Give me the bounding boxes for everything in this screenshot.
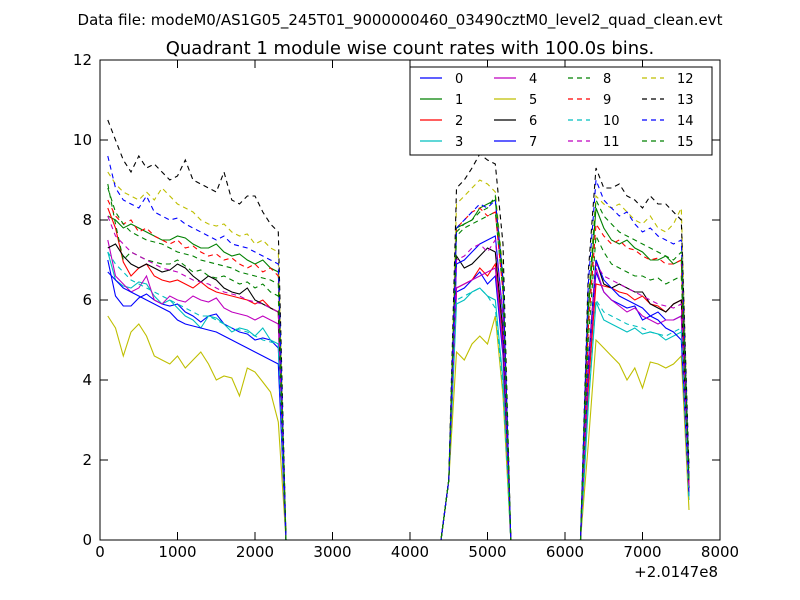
y-tick-label: 12 — [73, 51, 92, 69]
series-line-12 — [107, 171, 690, 541]
chart-title: Quadrant 1 module wise count rates with … — [166, 38, 655, 59]
legend-label-9: 9 — [603, 93, 611, 108]
legend-label-10: 10 — [603, 114, 620, 129]
y-tick-label: 6 — [82, 291, 92, 309]
legend-label-6: 6 — [529, 114, 537, 129]
series-line-3 — [107, 251, 690, 541]
x-tick-label: 3000 — [313, 543, 351, 561]
legend-label-1: 1 — [455, 93, 463, 108]
series-line-1 — [107, 199, 690, 541]
series-line-0 — [107, 259, 690, 541]
axis-layer: 0 1000 2000 3000 4000 5000 6000 7000 80000246810… — [73, 51, 739, 561]
x-tick-label: 2000 — [236, 543, 274, 561]
y-tick-label: 8 — [82, 211, 92, 229]
legend-label-13: 13 — [677, 93, 694, 108]
legend-label-14: 14 — [677, 114, 694, 129]
x-tick-label: 1000 — [158, 543, 196, 561]
series-line-5 — [107, 315, 690, 541]
x-tick-label: 4000 — [391, 543, 429, 561]
legend-label-7: 7 — [529, 135, 537, 150]
y-tick-label: 0 — [82, 531, 92, 549]
x-tick-label: 6000 — [546, 543, 584, 561]
legend-label-11: 11 — [603, 135, 620, 150]
legend-label-8: 8 — [603, 72, 611, 87]
x-offset-label: +2.0147e8 — [634, 563, 718, 581]
y-tick-label: 4 — [82, 371, 92, 389]
legend-label-12: 12 — [677, 72, 694, 87]
series-line-15 — [107, 187, 690, 541]
x-tick-label: 7000 — [623, 543, 661, 561]
legend-label-4: 4 — [529, 72, 537, 87]
legend-frame — [409, 66, 713, 156]
legend-label-15: 15 — [677, 135, 694, 150]
series-line-4 — [107, 239, 690, 541]
y-tick-label: 10 — [73, 131, 92, 149]
series-line-8 — [107, 183, 690, 541]
legend-label-2: 2 — [455, 114, 463, 129]
legend-label-0: 0 — [455, 72, 463, 87]
x-tick-label: 8000 — [701, 543, 739, 561]
series-line-10 — [107, 251, 690, 541]
series-layer — [107, 119, 690, 541]
chart-suptitle: Data file: modeM0/AS1G05_245T01_90000004… — [78, 11, 723, 30]
series-line-9 — [107, 199, 690, 541]
x-tick-label: 0 — [95, 543, 105, 561]
x-tick-label: 5000 — [468, 543, 506, 561]
series-line-2 — [107, 207, 690, 541]
series-line-7 — [107, 235, 690, 541]
legend-label-5: 5 — [529, 93, 537, 108]
y-tick-label: 2 — [82, 451, 92, 469]
series-line-13 — [107, 119, 690, 541]
series-line-11 — [107, 215, 690, 541]
legend-label-3: 3 — [455, 135, 463, 150]
